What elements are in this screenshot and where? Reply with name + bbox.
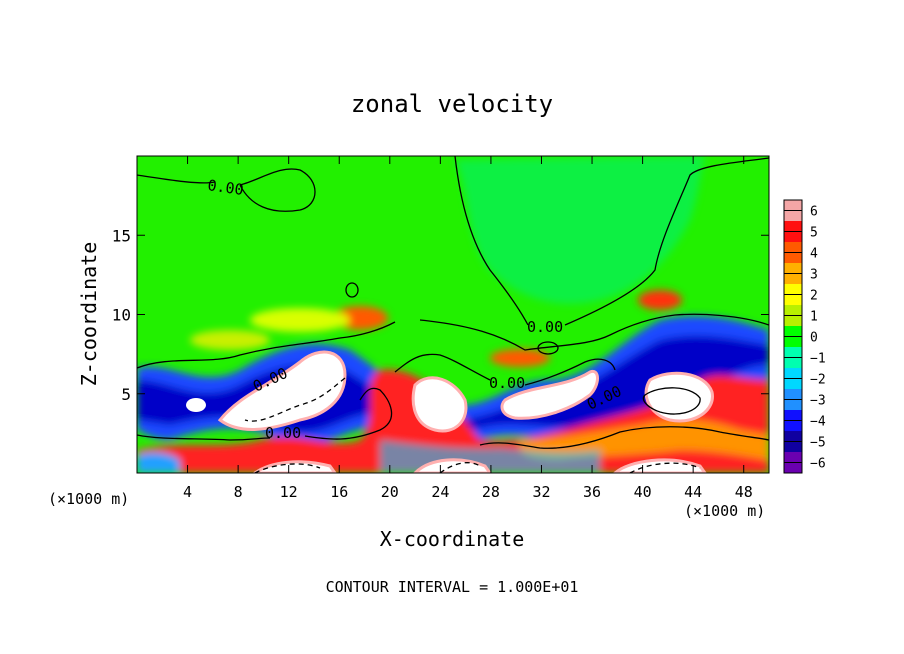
contour-interval-note: CONTOUR INTERVAL = 1.000E+01 (326, 578, 579, 596)
y-tick-label: 5 (121, 385, 131, 404)
x-tick-label: 28 (482, 483, 500, 501)
contour-label: 0.00 (265, 424, 301, 442)
x-tick-label: 36 (583, 483, 601, 501)
colorbar-tick-label: 4 (810, 247, 818, 262)
colorbar-tick-label: −5 (810, 436, 826, 451)
y-axis: 5 10 15 (112, 226, 769, 404)
x-axis-label: X-coordinate (380, 527, 525, 551)
contour-label: 0.00 (527, 318, 563, 336)
x-tick-label: 16 (330, 483, 348, 501)
colorbar-tick-label: −3 (810, 394, 826, 409)
x-tick-label: 12 (280, 483, 298, 501)
colorbar: 6 5 4 3 2 1 0 −1 −2 −3 −4 −5 −6 (783, 199, 826, 474)
contour-label: 0.00 (489, 374, 525, 392)
colorbar-tick-label: −4 (810, 415, 826, 430)
x-axis: 4 8 12 16 20 24 28 32 36 40 44 48 (183, 156, 753, 501)
y-axis-label: Z-coordinate (77, 242, 101, 387)
colorbar-tick-label: −1 (810, 352, 826, 367)
x-tick-label: 8 (234, 483, 243, 501)
colorbar-tick-label: 2 (810, 289, 818, 304)
x-unit-left: (×1000 m) (48, 490, 129, 508)
x-tick-label: 48 (735, 483, 753, 501)
colorbar-tick-label: −6 (810, 457, 826, 472)
colorbar-tick-label: −2 (810, 373, 826, 388)
colorbar-tick-label: 0 (810, 331, 818, 346)
y-tick-label: 10 (112, 306, 131, 325)
x-unit-right: (×1000 m) (684, 502, 765, 520)
velocity-field (137, 156, 769, 473)
colorbar-tick-label: 1 (810, 310, 818, 325)
colorbar-tick-label: 3 (810, 268, 818, 283)
x-tick-label: 4 (183, 483, 192, 501)
x-tick-label: 44 (684, 483, 702, 501)
y-tick-label: 15 (112, 226, 131, 245)
colorbar-tick-label: 5 (810, 226, 818, 241)
chart-title: zonal velocity (351, 90, 553, 118)
colorbar-tick-label: 6 (810, 205, 818, 220)
x-tick-label: 32 (532, 483, 550, 501)
contour-label: 0.00 (206, 176, 244, 199)
x-tick-label: 40 (634, 483, 652, 501)
x-tick-label: 24 (431, 483, 449, 501)
x-tick-label: 20 (381, 483, 399, 501)
